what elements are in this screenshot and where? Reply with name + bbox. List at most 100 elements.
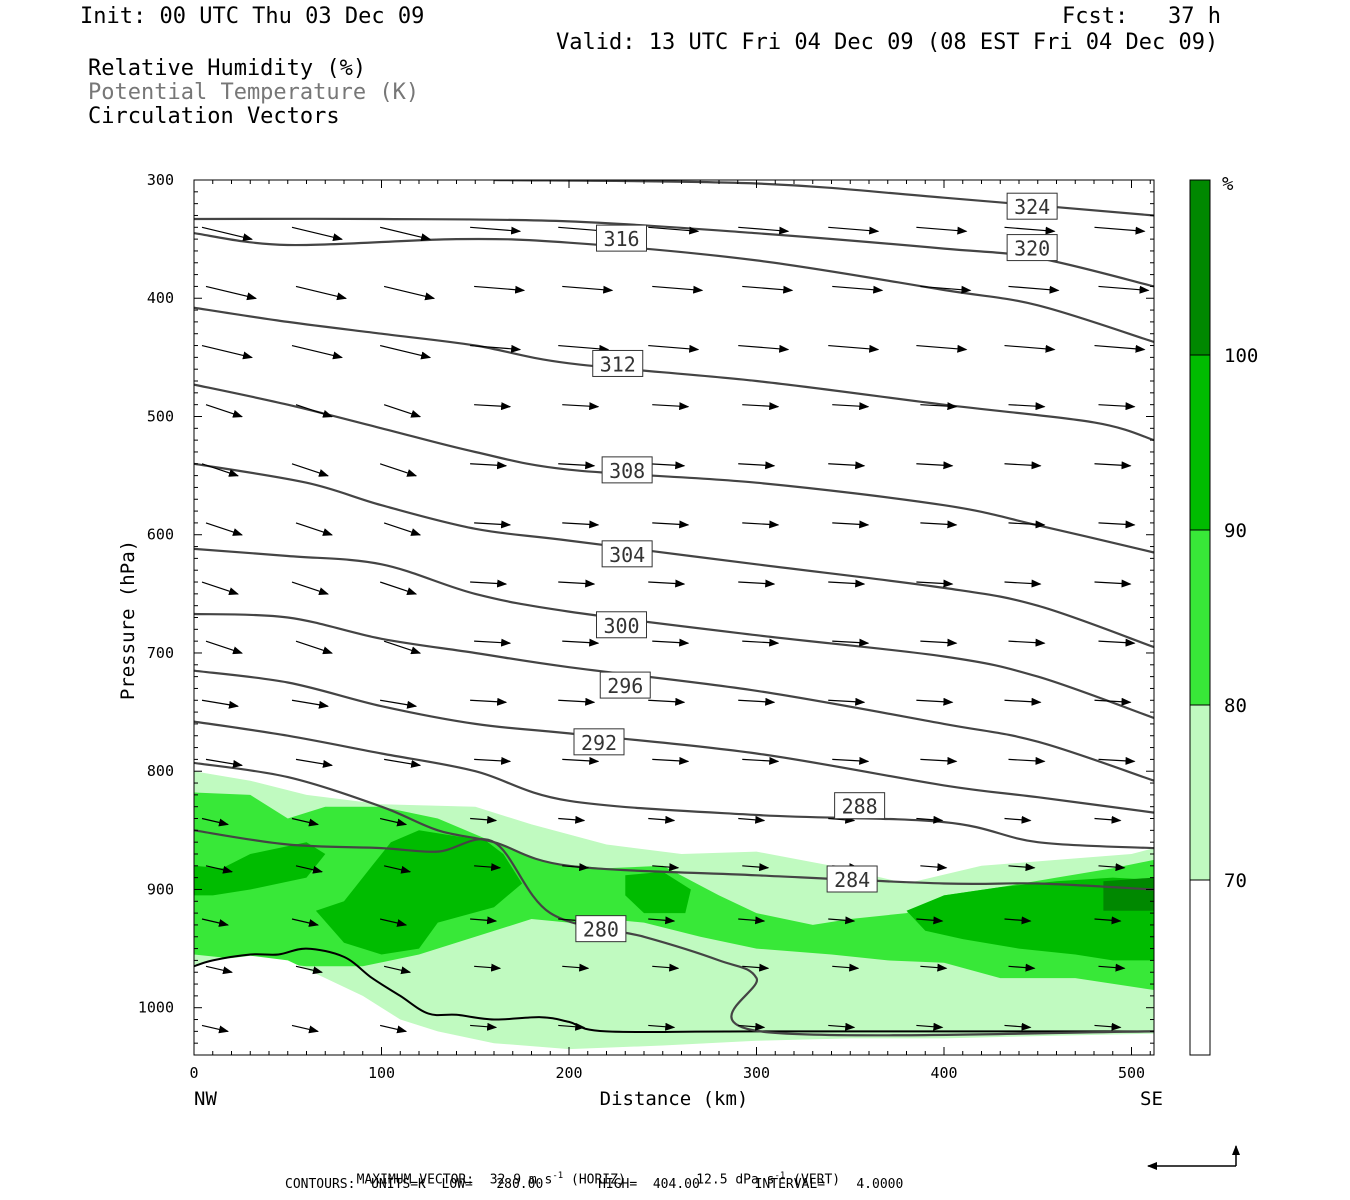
vector-2-3 <box>470 344 522 353</box>
vector-11-5 <box>652 863 680 872</box>
rh-band-90-mid <box>625 871 691 914</box>
vector-13-8 <box>920 963 948 972</box>
x-tick-label: 100 <box>368 1064 395 1082</box>
vector-9-1 <box>295 758 333 768</box>
theta-284-label-box <box>826 865 878 893</box>
reference-vector <box>1147 1145 1240 1170</box>
vector-7-1 <box>295 640 333 655</box>
theta-324-line <box>493 180 1154 217</box>
colorbar-label: 80 <box>1224 695 1247 717</box>
circulation-vectors <box>201 226 1150 1034</box>
vector-12-1 <box>291 918 319 927</box>
vector-6-1 <box>291 581 329 595</box>
vector-10-2 <box>379 817 408 827</box>
vector-0-7 <box>828 226 880 235</box>
vector-1-1 <box>295 285 347 301</box>
vector-1-0 <box>205 285 257 301</box>
theta-292-label-box <box>573 728 625 756</box>
vector-12-6 <box>738 916 766 925</box>
vector-12-5 <box>648 916 676 925</box>
vector-14-5 <box>648 1022 676 1031</box>
vector-3-8 <box>920 402 958 411</box>
vector-8-5 <box>648 697 686 706</box>
x-tick-label: 400 <box>930 1064 957 1082</box>
vector-1-7 <box>832 285 884 294</box>
theta-304-line <box>194 462 1154 649</box>
theta-312-line <box>194 306 1154 442</box>
vector-2-7 <box>828 344 880 353</box>
vector-12-2 <box>379 918 408 927</box>
vector-3-9 <box>1008 402 1046 411</box>
vector-1-2 <box>383 285 436 301</box>
vector-13-0 <box>205 965 233 975</box>
vector-10-6 <box>738 815 766 824</box>
vector-11-10 <box>1098 863 1126 872</box>
nw-label: NW <box>194 1088 217 1110</box>
vector-4-0 <box>201 463 239 477</box>
vector-11-0 <box>205 865 233 874</box>
vector-8-1 <box>291 699 329 709</box>
vector-5-8 <box>920 520 958 529</box>
vector-6-2 <box>379 581 418 595</box>
vector-7-10 <box>1098 638 1136 647</box>
vector-8-7 <box>828 697 866 706</box>
vector-3-10 <box>1098 402 1136 411</box>
theta-288-label-box <box>834 792 886 820</box>
y-tick-label: 300 <box>147 171 174 189</box>
vector-3-1 <box>295 404 333 418</box>
vector-4-9 <box>1004 461 1042 470</box>
theta-308-label: 308 <box>609 459 645 483</box>
theta-316-label: 316 <box>603 227 639 251</box>
vector-7-5 <box>652 638 690 647</box>
terrain-line <box>194 947 1154 1034</box>
colorbar-frame <box>1189 179 1211 1056</box>
theta-316-line <box>194 232 1154 344</box>
vector-11-4 <box>562 863 590 872</box>
vector-7-6 <box>742 638 780 647</box>
vector-3-0 <box>205 404 243 418</box>
contour-info: CONTOURS: UNITS=K LOW= 280.00 HIGH= 404.… <box>285 1177 904 1192</box>
vector-14-7 <box>828 1022 856 1031</box>
vector-5-0 <box>205 522 243 536</box>
theta-304-label-box <box>601 540 653 568</box>
max-vector-mid: (HORIZ) 12.5 dPa s <box>563 1172 775 1188</box>
vector-7-2 <box>383 640 422 655</box>
theta-320-label: 320 <box>1014 237 1050 261</box>
vector-5-2 <box>383 522 422 536</box>
theta-300-label: 300 <box>603 614 639 638</box>
vector-7-3 <box>474 638 512 647</box>
vector-2-8 <box>916 344 968 353</box>
theta-308-line <box>194 383 1154 554</box>
x-tick-label: 300 <box>743 1064 770 1082</box>
vector-2-2 <box>379 344 432 360</box>
vector-10-3 <box>470 815 498 824</box>
colorbar-segment-0 <box>1190 880 1210 1055</box>
vector-9-3 <box>474 756 512 765</box>
vector-9-2 <box>384 758 422 768</box>
vector-7-9 <box>1008 638 1046 647</box>
vector-1-9 <box>1008 285 1060 294</box>
vector-2-6 <box>738 344 790 353</box>
vector-8-2 <box>380 699 418 709</box>
vector-13-9 <box>1008 963 1036 972</box>
vector-8-8 <box>916 697 954 706</box>
vector-11-8 <box>920 863 948 872</box>
vector-4-5 <box>648 461 686 470</box>
vector-4-4 <box>558 461 596 470</box>
colorbar-segment-3 <box>1190 355 1210 530</box>
vector-5-5 <box>652 520 690 529</box>
vector-13-2 <box>383 965 412 975</box>
vector-7-0 <box>205 640 243 655</box>
vector-10-1 <box>291 817 319 827</box>
vector-7-4 <box>562 638 600 647</box>
colorbar-label: 70 <box>1224 870 1247 892</box>
vector-3-5 <box>652 402 690 411</box>
vector-11-3 <box>474 863 502 872</box>
theta-324-label-box <box>1006 192 1058 220</box>
field-label-rh: Relative Humidity (%) <box>88 56 367 81</box>
x-tick-label: 200 <box>555 1064 582 1082</box>
vector-2-4 <box>558 344 610 353</box>
vector-14-0 <box>201 1024 229 1034</box>
vector-8-3 <box>470 697 508 706</box>
vector-13-1 <box>295 965 323 975</box>
